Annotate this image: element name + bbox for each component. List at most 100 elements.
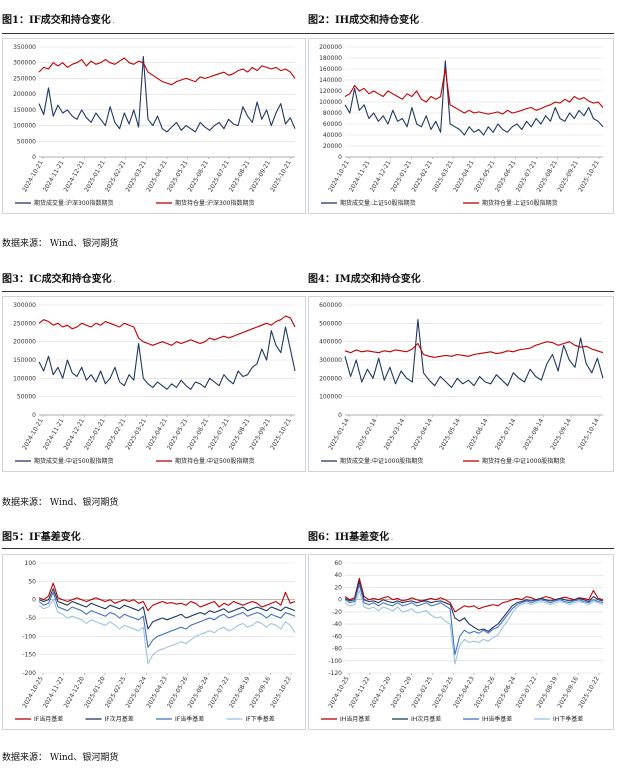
x-tick-label: 2024-12-21	[369, 159, 393, 193]
series-line	[344, 341, 604, 358]
x-tick-label: 2025-09-21	[249, 417, 273, 451]
figure-title: 图1：IF成交和持仓变化.	[2, 15, 115, 26]
series-line	[38, 57, 296, 86]
y-tick-label: 200000	[13, 91, 36, 98]
x-tick-label: 2025-02-25	[104, 675, 128, 709]
x-tick-label: 2025-06-21	[187, 417, 211, 451]
x-tick-label: 2025-09-16	[556, 675, 580, 709]
series-line	[38, 591, 296, 648]
y-tick-label: 60000	[323, 121, 342, 128]
y-tick-label: 500000	[319, 320, 342, 327]
x-tick-label: 2025-02-25	[411, 675, 435, 709]
x-tick-label: 2025-04-21	[145, 159, 169, 193]
x-tick-label: 2025-03-21	[125, 159, 149, 193]
y-tick-label: 200000	[319, 375, 342, 382]
legend-label: 期货成交量:上证50股指期货	[340, 199, 416, 207]
x-tick-label: 2025-08-19	[536, 675, 560, 709]
y-tick-label: -60	[332, 633, 342, 640]
x-tick-label: 2025-09-21	[249, 159, 273, 193]
series-line	[344, 319, 604, 389]
y-tick-label: 150000	[13, 107, 36, 114]
x-tick-label: 2025-08-21	[228, 159, 252, 193]
y-tick-label: -100	[328, 658, 342, 665]
legend-label: 期货持仓量:上证50股指期货	[482, 199, 558, 207]
legend-label: IF下季基差	[246, 715, 275, 723]
y-tick-label: 140000	[319, 77, 342, 84]
x-tick-label: 2025-04-23	[145, 675, 169, 709]
y-tick-label: 300000	[319, 357, 342, 364]
series-line	[344, 60, 604, 136]
legend-label: 期货持仓量:中证500股指期货	[175, 457, 254, 465]
x-tick-label: 2025-04-23	[452, 675, 476, 709]
chart-panel-ih-basis: -120 -100 -80 -60 -40 -20 0 20 40 60 2024-10-25 202…	[308, 554, 614, 730]
y-tick-label: -40	[332, 621, 342, 628]
series-line	[344, 68, 604, 115]
y-tick-label: 100	[25, 560, 37, 567]
chart-panel-if-basis: -200 -150 -100 -50 0 50 100 2024-10-25 2024-11-2…	[2, 554, 306, 730]
y-tick-label: 100000	[319, 394, 342, 401]
chart-panel-ih-volume: 0 20000 40000 60000 80000 100000 120000 140000 1…	[308, 38, 614, 214]
x-tick-label: 2025-05-14	[438, 417, 462, 451]
legend-label: IF当月基差	[34, 715, 63, 723]
y-tick-label: 50000	[17, 138, 36, 145]
chart-panel-ic-volume: 0 50000 100000 150000 200000 250000 300000 2024…	[2, 296, 306, 472]
divider	[2, 291, 614, 292]
y-tick-label: 0	[32, 154, 36, 161]
legend-label: IF次月基差	[105, 715, 134, 723]
x-tick-label: 2025-02-21	[104, 417, 128, 451]
legend-label: IH当季基差	[482, 715, 512, 723]
x-tick-label: 2025-02-21	[104, 159, 128, 193]
x-tick-label: 2025-07-22	[515, 675, 539, 709]
x-tick-label: 2025-04-14	[411, 417, 435, 451]
x-tick-label: 2024-11-21	[348, 159, 372, 193]
legend-label: 期货成交量:沪深300指数期货	[34, 199, 113, 207]
y-tick-label: -120	[328, 670, 342, 677]
x-tick-label: 2024-10-25	[327, 675, 351, 709]
y-tick-label: 100000	[13, 123, 36, 130]
x-tick-label: 2025-06-21	[494, 159, 518, 193]
y-tick-label: -150	[22, 652, 36, 659]
x-tick-label: 2025-01-21	[390, 159, 414, 193]
x-tick-label: 2025-10-21	[269, 159, 293, 193]
x-tick-label: 2025-06-24	[187, 675, 211, 709]
series-line	[344, 583, 604, 656]
chart-if-basis: -200 -150 -100 -50 0 50 100 2024-10-252024-11-2…	[15, 560, 296, 723]
x-tick-label: 2024-12-21	[63, 417, 87, 451]
y-tick-label: 20	[334, 584, 342, 591]
y-tick-label: -50	[26, 615, 36, 622]
x-tick-label: 2025-03-21	[125, 417, 149, 451]
x-tick-label: 2024-11-21	[42, 159, 66, 193]
x-tick-label: 2025-07-21	[207, 159, 231, 193]
x-tick-label: 2025-07-21	[515, 159, 539, 193]
x-tick-label: 2025-03-24	[125, 675, 149, 709]
y-tick-label: 250000	[13, 320, 36, 327]
x-tick-label: 2025-07-21	[207, 417, 231, 451]
legend-label: IF当季基差	[175, 715, 204, 723]
x-tick-label: 2025-02-21	[411, 159, 435, 193]
series-line	[38, 582, 296, 612]
x-tick-label: 2025-01-20	[390, 675, 414, 709]
x-tick-label: 2025-08-19	[228, 675, 252, 709]
chart-ih-basis: -120-100-80-60-40-2002040602024-10-25202…	[321, 560, 604, 723]
y-tick-label: 50	[28, 578, 36, 585]
y-tick-label: -100	[22, 633, 36, 640]
legend-label: 期货持仓量:沪深300指数期货	[175, 199, 254, 207]
x-tick-label: 2025-08-21	[228, 417, 252, 451]
chart-ih-volume-oi: 0 20000 40000 60000 80000 100000 120000 140000 1…	[319, 44, 604, 207]
legend-label: IH当月基差	[340, 715, 370, 723]
divider	[2, 548, 614, 549]
x-tick-label: 2025-04-21	[452, 159, 476, 193]
y-tick-label: 200000	[319, 44, 342, 51]
x-tick-label: 2025-08-21	[536, 159, 560, 193]
x-tick-label: 2025-05-21	[166, 417, 190, 451]
x-tick-label: 2025-06-24	[494, 675, 518, 709]
y-tick-label: 400000	[319, 339, 342, 346]
y-tick-label: 350000	[13, 44, 36, 51]
y-tick-label: 160000	[319, 66, 342, 73]
x-tick-label: 2025-01-14	[327, 417, 351, 451]
x-tick-label: 2025-07-14	[494, 417, 518, 451]
x-tick-label: 2025-10-14	[577, 417, 601, 451]
chart-im-volume-oi: 0 100000 200000 300000 400000 500000 600000 202…	[319, 302, 604, 465]
figure-title: 图5：IF基差变化.	[2, 532, 85, 543]
x-tick-label: 2024-11-22	[348, 675, 372, 709]
